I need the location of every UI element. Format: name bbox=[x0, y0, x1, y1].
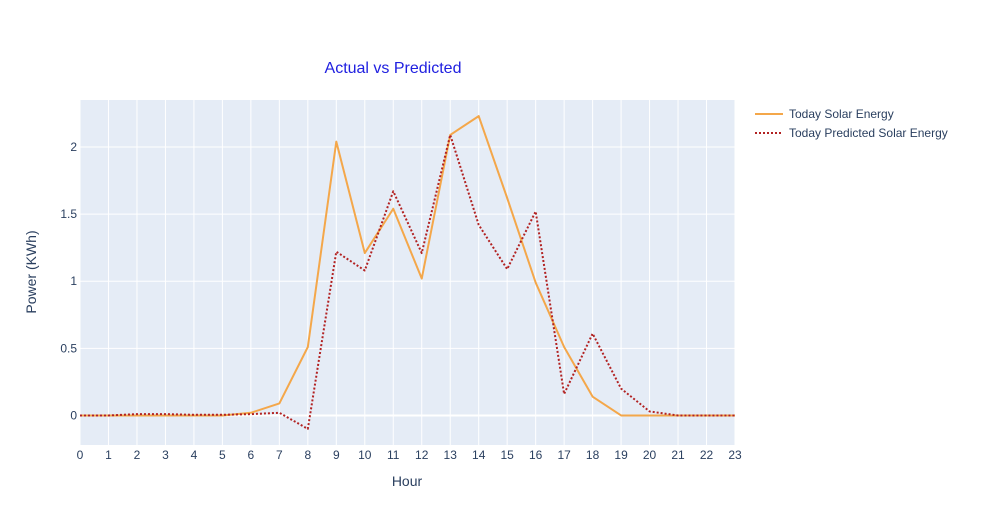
x-tick-label: 22 bbox=[700, 448, 714, 462]
x-axis-title: Hour bbox=[392, 473, 423, 489]
x-tick-label: 12 bbox=[415, 448, 429, 462]
x-tick-label: 8 bbox=[304, 448, 311, 462]
x-tick-label: 9 bbox=[333, 448, 340, 462]
y-tick-label: 0 bbox=[70, 408, 77, 422]
legend-item-actual[interactable]: Today Solar Energy bbox=[755, 107, 894, 121]
series-lines bbox=[80, 115, 735, 430]
y-tick-label: 1.5 bbox=[60, 207, 77, 221]
y-tick-label: 1 bbox=[70, 274, 77, 288]
legend[interactable]: Today Solar Energy Today Predicted Solar… bbox=[755, 107, 948, 140]
x-tick-label: 20 bbox=[643, 448, 657, 462]
x-tick-label: 5 bbox=[219, 448, 226, 462]
x-tick-label: 1 bbox=[105, 448, 112, 462]
x-tick-label: 18 bbox=[586, 448, 600, 462]
legend-label-predicted: Today Predicted Solar Energy bbox=[789, 126, 948, 140]
legend-item-predicted[interactable]: Today Predicted Solar Energy bbox=[755, 126, 948, 140]
x-tick-label: 17 bbox=[557, 448, 571, 462]
x-tick-labels: 0 1 2 3 4 5 6 7 8 9 10 11 12 13 14 15 16 17 18 19 20 21 22 23 bbox=[77, 448, 742, 462]
x-tick-label: 13 bbox=[444, 448, 458, 462]
x-tick-label: 14 bbox=[472, 448, 486, 462]
x-tick-label: 15 bbox=[500, 448, 514, 462]
x-tick-label: 2 bbox=[134, 448, 141, 462]
y-tick-label: 0.5 bbox=[60, 341, 77, 355]
x-tick-label: 19 bbox=[614, 448, 628, 462]
y-axis-title: Power (KWh) bbox=[23, 230, 39, 313]
plot-area bbox=[80, 100, 735, 445]
series-line-predicted[interactable] bbox=[80, 133, 735, 430]
x-tick-label: 7 bbox=[276, 448, 283, 462]
x-tick-label: 16 bbox=[529, 448, 543, 462]
x-tick-label: 10 bbox=[358, 448, 372, 462]
y-tick-label: 2 bbox=[70, 140, 77, 154]
x-tick-label: 11 bbox=[387, 448, 400, 462]
x-tick-label: 4 bbox=[191, 448, 198, 462]
x-tick-label: 6 bbox=[248, 448, 255, 462]
chart-title: Actual vs Predicted bbox=[325, 60, 462, 77]
legend-label-actual: Today Solar Energy bbox=[789, 107, 894, 121]
x-tick-label: 21 bbox=[671, 448, 685, 462]
x-tick-label: 23 bbox=[728, 448, 742, 462]
y-tick-labels: 0 0.5 1 1.5 2 bbox=[60, 140, 77, 422]
x-tick-label: 3 bbox=[162, 448, 169, 462]
x-tick-label: 0 bbox=[77, 448, 84, 462]
grid-lines bbox=[79, 100, 736, 445]
